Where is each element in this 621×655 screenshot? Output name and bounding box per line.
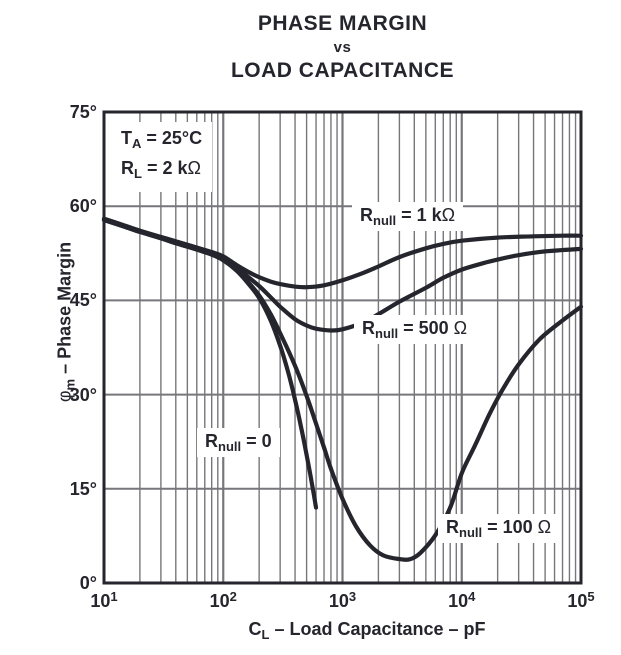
curve-label-rnull-0: Rnull = 0 bbox=[197, 428, 280, 457]
y-tick-30: 30° bbox=[69, 384, 97, 405]
curve-label-rnull-1k: Rnull = 1 kΩ bbox=[352, 202, 464, 231]
condition-temperature: TA = 25°C bbox=[121, 128, 203, 151]
chart-title-line2: vs bbox=[333, 39, 352, 56]
x-tick-10000: 104 bbox=[448, 589, 476, 611]
x-axis-title: CL – Load Capacitance – pF bbox=[248, 619, 486, 642]
curve-rnull_100 bbox=[101, 217, 584, 562]
plot-frame bbox=[102, 110, 583, 585]
y-axis-title: φm – Phase Margin bbox=[54, 241, 78, 403]
y-tick-0: 0° bbox=[79, 573, 97, 593]
curves bbox=[101, 216, 584, 562]
chart-title-line1: PHASE MARGIN bbox=[257, 12, 428, 35]
x-tick-1000: 103 bbox=[328, 589, 357, 611]
curve-rnull_0 bbox=[101, 217, 319, 510]
chart-title-line3: LOAD CAPACITANCE bbox=[230, 59, 455, 82]
curve-label-rnull-100: Rnull = 100 Ω bbox=[438, 514, 560, 543]
y-tick-75: 75° bbox=[69, 102, 97, 122]
x-tick-100000: 105 bbox=[567, 589, 595, 611]
y-tick-45: 45° bbox=[69, 290, 97, 311]
x-tick-100: 102 bbox=[209, 589, 237, 611]
x-tick-10: 101 bbox=[90, 589, 118, 611]
test-conditions: TA = 25°C RL = 2 kΩ bbox=[111, 122, 213, 192]
chart-title: PHASE MARGIN vs LOAD CAPACITANCE bbox=[104, 11, 581, 84]
curve-label-rnull-500: Rnull = 500 Ω bbox=[354, 315, 476, 344]
y-tick-15: 15° bbox=[69, 478, 97, 499]
condition-load-resistance: RL = 2 kΩ bbox=[121, 158, 201, 181]
y-tick-60: 60° bbox=[69, 196, 97, 217]
